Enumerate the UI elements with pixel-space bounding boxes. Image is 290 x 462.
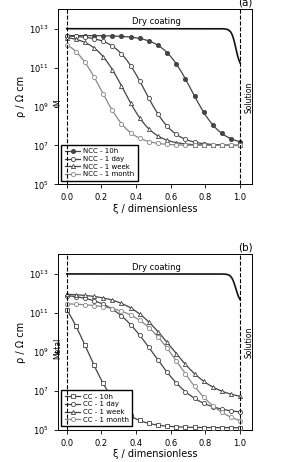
Text: Metal: Metal xyxy=(53,337,62,359)
X-axis label: ξ / dimensionless: ξ / dimensionless xyxy=(113,204,197,214)
Text: Solution: Solution xyxy=(244,81,253,113)
Legend: NCC - 10h, NCC - 1 day, NCC - 1 week, NCC - 1 month: NCC - 10h, NCC - 1 day, NCC - 1 week, NC… xyxy=(61,145,138,181)
Y-axis label: ρ / Ω cm: ρ / Ω cm xyxy=(17,76,26,117)
Legend: CC - 10h, CC - 1 day, CC - 1 week, CC - 1 month: CC - 10h, CC - 1 day, CC - 1 week, CC - … xyxy=(61,390,133,426)
Text: M: M xyxy=(53,99,62,106)
Y-axis label: ρ / Ω cm: ρ / Ω cm xyxy=(17,322,26,363)
X-axis label: ξ / dimensionless: ξ / dimensionless xyxy=(113,449,197,459)
Text: Dry coating: Dry coating xyxy=(133,262,181,272)
Text: (b): (b) xyxy=(238,243,252,253)
Text: (a): (a) xyxy=(238,0,252,7)
Text: Dry coating: Dry coating xyxy=(133,18,181,26)
Text: Solution: Solution xyxy=(244,326,253,358)
